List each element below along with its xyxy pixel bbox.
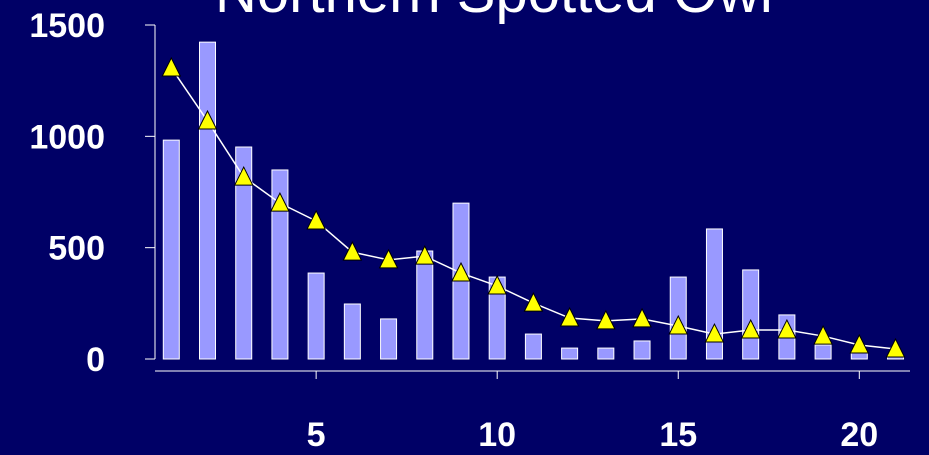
marker — [849, 333, 870, 354]
bar — [162, 139, 180, 360]
marker — [813, 324, 833, 345]
marker — [704, 322, 725, 343]
marker — [233, 165, 254, 186]
bar — [742, 269, 760, 360]
marker — [270, 192, 290, 212]
bar — [633, 340, 651, 360]
bar — [199, 41, 217, 360]
marker — [414, 245, 435, 265]
bar — [271, 169, 289, 360]
marker — [632, 307, 652, 328]
marker — [523, 291, 544, 312]
marker — [197, 109, 218, 130]
marker — [596, 309, 616, 330]
marker — [487, 274, 508, 295]
x-tick-label: 10 — [478, 416, 516, 454]
x-tick-label: 15 — [659, 416, 697, 454]
bar — [380, 318, 398, 360]
y-tick-label: 1500 — [29, 7, 105, 45]
marker — [306, 209, 326, 230]
x-tick-label: 20 — [840, 416, 878, 454]
chart-title: Northern Spotted Owl — [215, 0, 773, 25]
bar — [597, 347, 615, 360]
marker — [777, 318, 797, 339]
bar — [343, 303, 361, 360]
marker — [342, 241, 363, 261]
bar — [561, 347, 579, 360]
bar — [235, 146, 253, 360]
marker — [378, 248, 399, 269]
y-tick-label: 0 — [86, 341, 105, 379]
marker — [740, 318, 761, 339]
bar — [307, 272, 325, 360]
y-tick-label: 1000 — [29, 118, 105, 156]
bar — [416, 250, 434, 360]
marker — [668, 314, 689, 335]
x-tick-label: 5 — [307, 416, 326, 454]
bar — [814, 344, 832, 360]
y-tick-label: 500 — [48, 230, 105, 268]
marker — [559, 306, 580, 327]
bar — [705, 228, 723, 360]
marker — [161, 56, 182, 77]
marker — [451, 261, 471, 282]
marker — [885, 337, 906, 358]
bar — [524, 333, 542, 360]
